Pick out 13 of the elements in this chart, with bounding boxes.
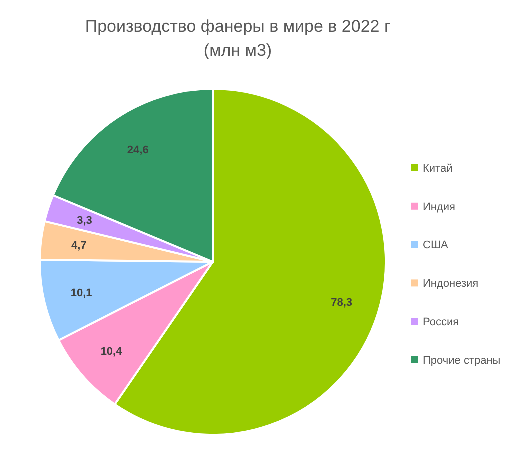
data-label: 10,4	[100, 346, 124, 358]
data-label: 3,3	[77, 214, 92, 227]
data-label: 10,1	[70, 288, 92, 300]
data-label: 78,3	[331, 296, 353, 309]
legend-label: Китай	[423, 162, 453, 175]
data-label: 24,6	[127, 144, 149, 157]
legend-label: Прочие страны	[423, 354, 501, 367]
legend-label: Россия	[423, 316, 460, 328]
chart-title: Производство фанеры в мире в 2022 г (млн м3)	[85, 17, 391, 60]
legend-label: Индонезия	[423, 278, 479, 290]
legend-label: Индия	[423, 201, 456, 214]
legend-label: США	[423, 240, 450, 252]
data-label: 4,7	[71, 240, 87, 252]
